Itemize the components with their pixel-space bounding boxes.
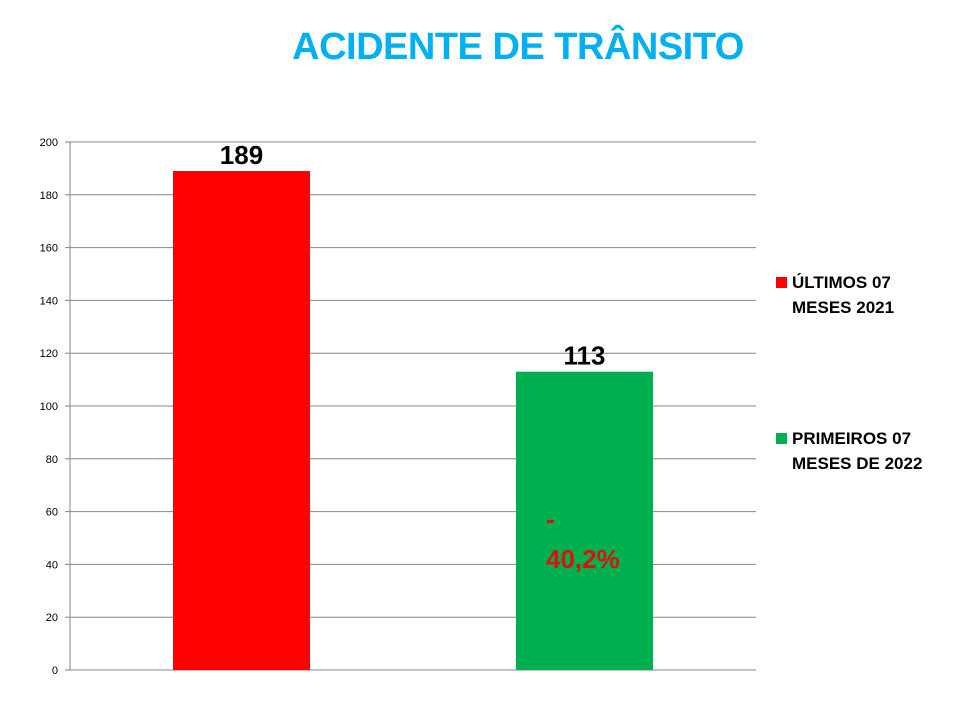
data-label-2: 113: [564, 341, 606, 371]
bars: [173, 171, 653, 671]
y-tick-label-100: 100: [40, 401, 58, 413]
chart-title: ACIDENTE DE TRÂNSITO: [292, 26, 744, 68]
legend-swatch-red: [776, 277, 787, 288]
legend-swatch-green: [776, 433, 787, 444]
annotation-dash: -: [546, 504, 555, 534]
legend-item-2022: PRIMEIROS 07 MESES DE 2022: [776, 426, 951, 476]
y-axis-ticks: 0 20 40 60 80 100 120 140 160 180 200: [40, 137, 70, 677]
data-labels: 189 113: [220, 140, 606, 371]
gridlines: [70, 141, 756, 618]
y-tick-label-0: 0: [52, 665, 58, 677]
y-tick-label-80: 80: [46, 454, 58, 466]
y-tick-label-180: 180: [40, 190, 58, 202]
annotation-percent: 40,2%: [546, 544, 620, 574]
y-tick-label-140: 140: [40, 295, 58, 307]
bar-1: [173, 171, 310, 671]
y-tick-label-40: 40: [46, 559, 58, 571]
y-tick-label-60: 60: [46, 507, 58, 519]
y-tick-label-200: 200: [40, 137, 58, 149]
legend-second: PRIMEIROS 07 MESES DE 2022: [776, 426, 951, 476]
bar-2: [516, 371, 653, 670]
legend-label-2022: PRIMEIROS 07 MESES DE 2022: [792, 429, 923, 473]
legend: ÚLTIMOS 07 MESES 2021: [776, 270, 951, 320]
legend-item-2021: ÚLTIMOS 07 MESES 2021: [776, 270, 951, 320]
data-label-1: 189: [220, 140, 263, 170]
legend-label-2021: ÚLTIMOS 07 MESES 2021: [792, 273, 895, 317]
y-tick-label-120: 120: [40, 348, 58, 360]
y-tick-label-20: 20: [46, 612, 58, 624]
y-tick-label-160: 160: [40, 243, 58, 255]
percent-change-annotation: - 40,2%: [546, 504, 620, 574]
